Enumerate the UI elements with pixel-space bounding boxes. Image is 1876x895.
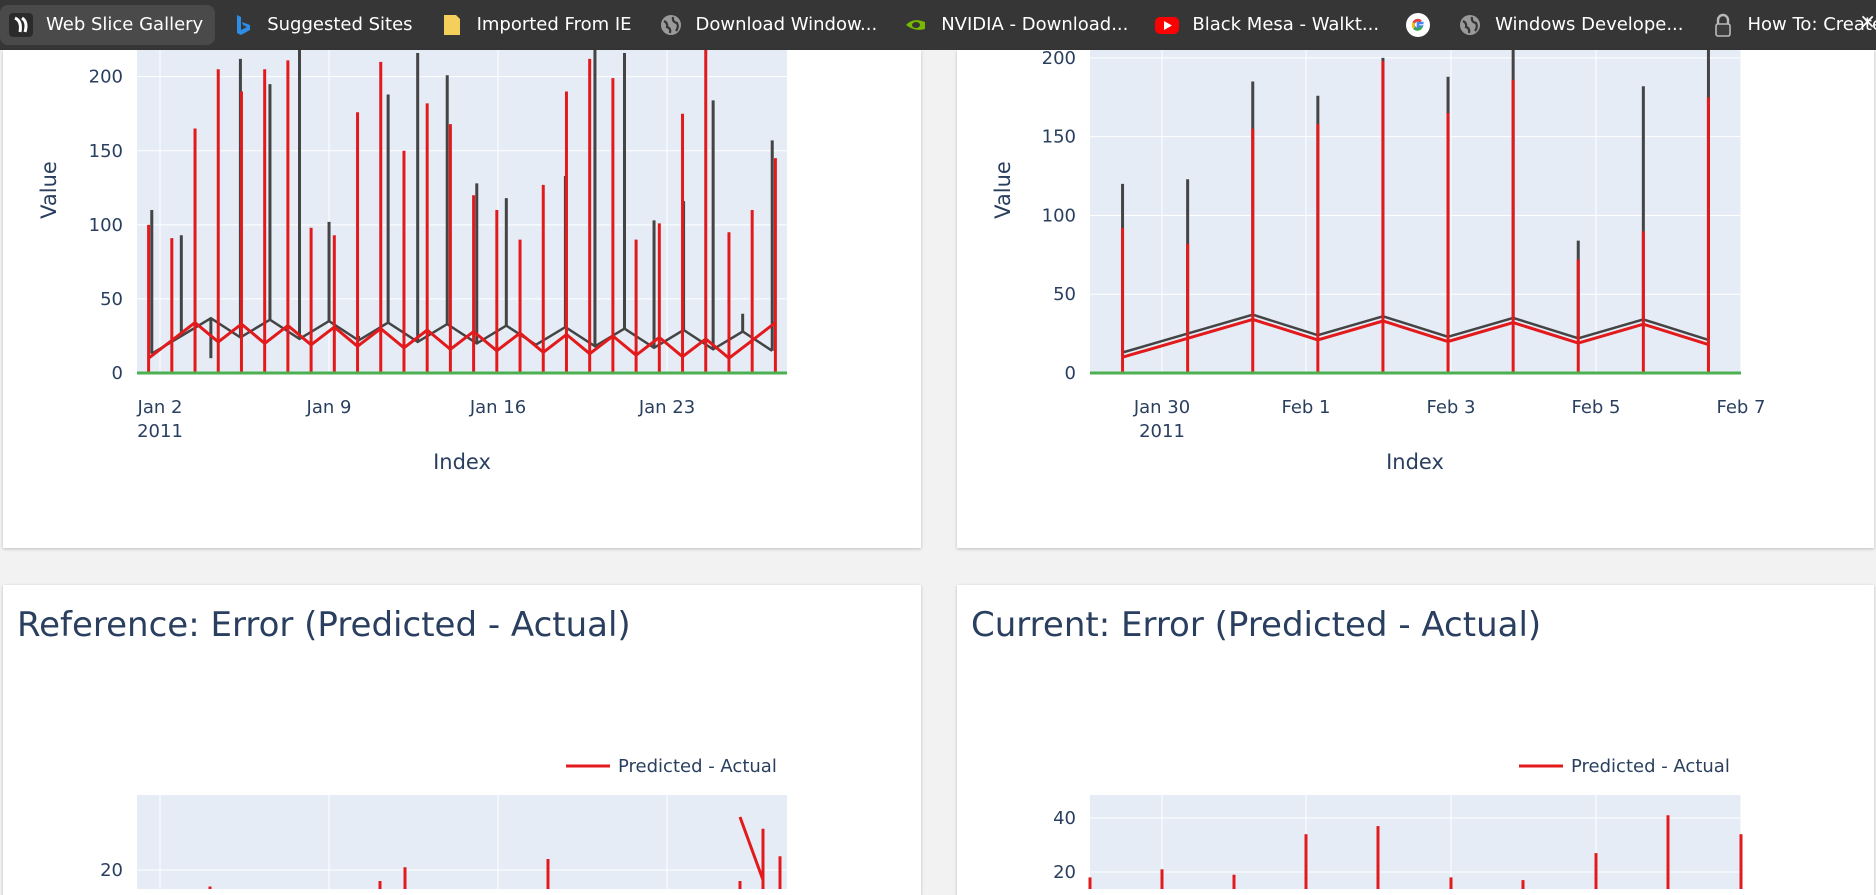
reference-error-panel: Reference: Error (Predicted - Actual)	[3, 585, 921, 895]
current-values-panel	[957, 50, 1874, 548]
lock-icon	[1710, 12, 1736, 38]
bookmark-black-mesa[interactable]: Black Mesa - Walkt...	[1146, 5, 1391, 45]
folder-icon	[439, 12, 465, 38]
bookmark-label: NVIDIA - Download...	[941, 5, 1128, 45]
current-error-panel: Current: Error (Predicted - Actual)	[957, 585, 1874, 895]
bookmark-label: Suggested Sites	[267, 5, 412, 45]
globe-icon	[658, 12, 684, 38]
globe-icon	[1457, 12, 1483, 38]
reference-values-panel	[3, 50, 921, 548]
bookmarks-bar: Web Slice Gallery Suggested Sites Import…	[0, 0, 1876, 50]
bookmark-imported-from-ie[interactable]: Imported From IE	[431, 5, 644, 45]
bookmark-google[interactable]	[1397, 5, 1443, 45]
bookmark-download-windows[interactable]: Download Window...	[650, 5, 890, 45]
youtube-icon	[1154, 12, 1180, 38]
google-icon	[1405, 12, 1431, 38]
bookmark-label: Download Window...	[696, 5, 878, 45]
bookmark-web-slice-gallery[interactable]: Web Slice Gallery	[0, 5, 215, 45]
bookmark-label: How To: Create You...	[1748, 5, 1876, 45]
close-icon[interactable]: ×	[1859, 9, 1876, 33]
bookmark-how-to-create[interactable]: How To: Create You...	[1702, 5, 1876, 45]
bookmark-label: Web Slice Gallery	[46, 5, 203, 45]
bing-icon	[229, 12, 255, 38]
bookmark-nvidia[interactable]: NVIDIA - Download...	[895, 5, 1140, 45]
bookmark-label: Imported From IE	[477, 5, 632, 45]
bookmark-windows-developer[interactable]: Windows Develope...	[1449, 5, 1695, 45]
bookmark-label: Black Mesa - Walkt...	[1192, 5, 1379, 45]
bookmark-suggested-sites[interactable]: Suggested Sites	[221, 5, 424, 45]
nvidia-icon	[903, 12, 929, 38]
bookmark-label: Windows Develope...	[1495, 5, 1683, 45]
reference-error-title: Reference: Error (Predicted - Actual)	[17, 605, 631, 645]
current-error-title: Current: Error (Predicted - Actual)	[971, 605, 1541, 645]
web-slice-icon	[8, 12, 34, 38]
